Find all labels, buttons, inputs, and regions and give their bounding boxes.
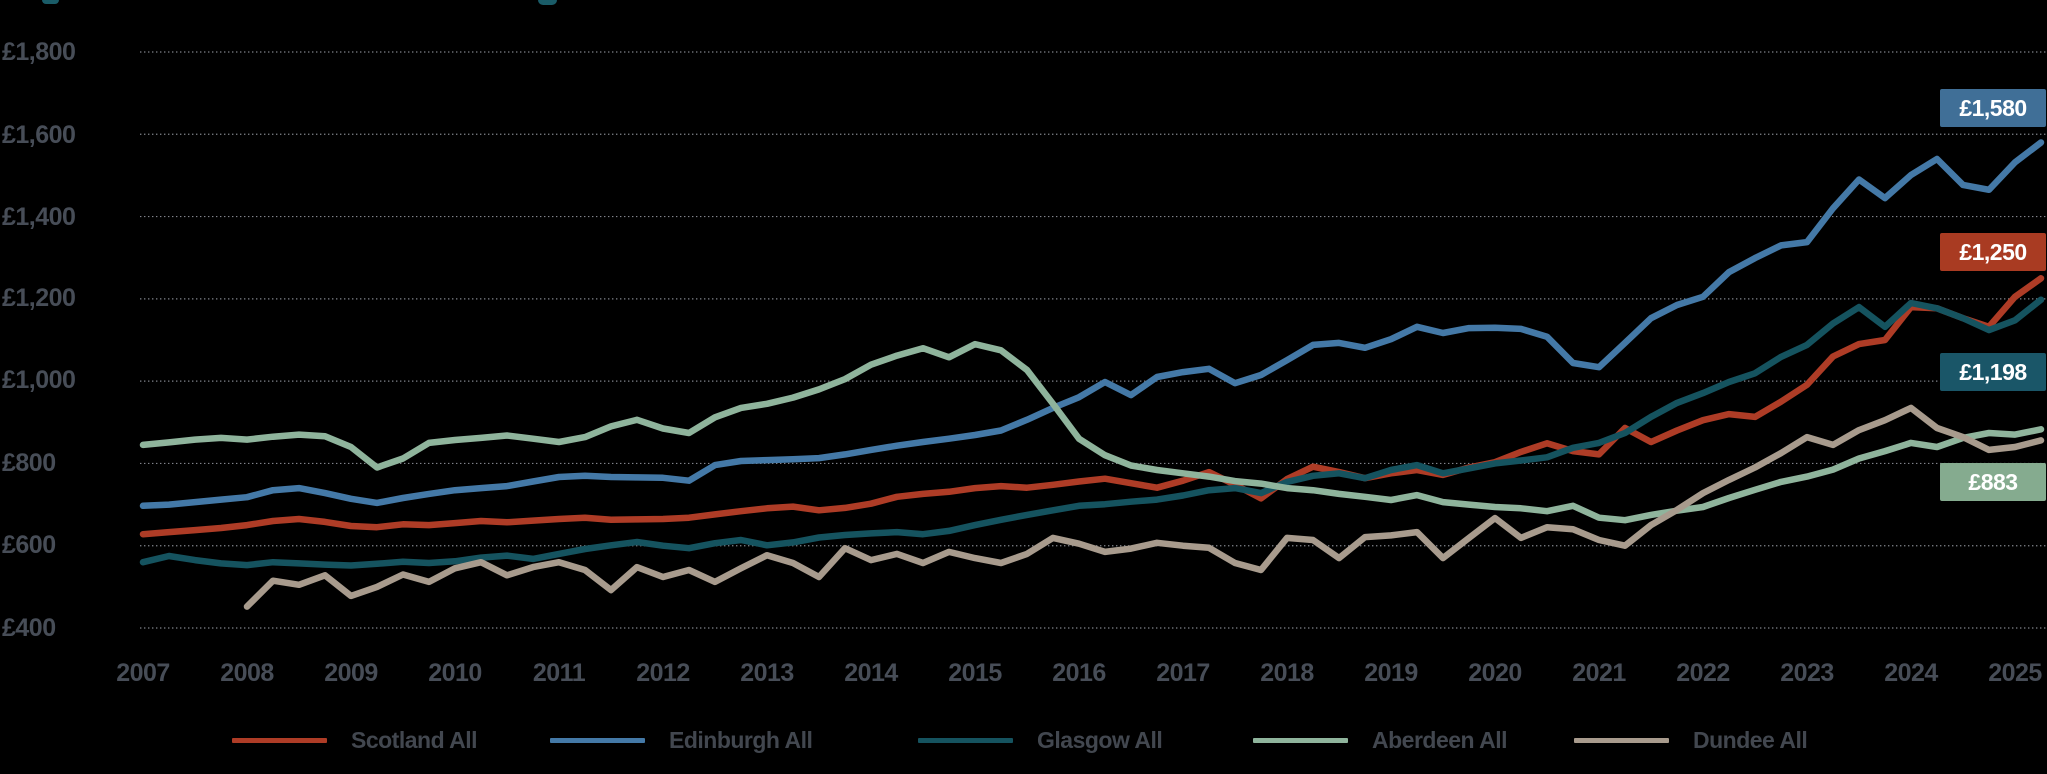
end-value-label-edinburgh: £1,580 [1940, 89, 2046, 127]
legend-label: Scotland All [351, 726, 478, 753]
aberdeen-line-swatch [1253, 737, 1348, 743]
x-tick-label: 2017 [1156, 659, 1210, 687]
legend-label: Edinburgh All [669, 726, 813, 753]
end-value-label-glasgow: £1,198 [1940, 353, 2046, 391]
x-tick-label: 2023 [1780, 659, 1834, 687]
x-tick-label: 2015 [948, 659, 1002, 687]
scotland-line-swatch [232, 737, 327, 743]
cropped-title-remnant [42, 0, 59, 4]
y-tick-label: £400 [2, 614, 56, 642]
end-value-label-scotland: £1,250 [1940, 233, 2046, 271]
x-tick-label: 2025 [1988, 659, 2042, 687]
x-tick-label: 2021 [1572, 659, 1626, 687]
cropped-title-remnant [538, 0, 557, 5]
x-tick-label: 2007 [116, 659, 170, 687]
legend-item-scotland-all: Scotland All [232, 726, 478, 753]
legend-item-glasgow-all: Glasgow All [918, 726, 1163, 753]
x-tick-label: 2009 [324, 659, 378, 687]
end-value-label-aberdeen: £883 [1940, 463, 2046, 501]
series-line-dundee-all [243, 404, 2045, 610]
legend-item-aberdeen-all: Aberdeen All [1253, 726, 1508, 753]
x-tick-label: 2020 [1468, 659, 1522, 687]
y-tick-label: £600 [2, 531, 56, 559]
x-tick-label: 2014 [844, 659, 898, 687]
x-tick-label: 2012 [636, 659, 690, 687]
glasgow-line-swatch [918, 737, 1013, 743]
series-line-glasgow-all [139, 296, 2045, 569]
y-tick-label: £1,400 [2, 203, 76, 231]
x-tick-label: 2018 [1260, 659, 1314, 687]
legend-item-dundee-all: Dundee All [1574, 726, 1808, 753]
x-tick-label: 2016 [1052, 659, 1106, 687]
x-tick-label: 2010 [428, 659, 482, 687]
legend-label: Dundee All [1693, 726, 1808, 753]
y-tick-label: £1,200 [2, 284, 76, 312]
x-tick-label: 2011 [532, 659, 586, 687]
series-line-scotland-all [139, 275, 2045, 538]
y-tick-label: £1,600 [2, 121, 76, 149]
legend-label: Aberdeen All [1372, 726, 1508, 753]
x-tick-label: 2024 [1884, 659, 1938, 687]
x-tick-label: 2022 [1676, 659, 1730, 687]
y-tick-label: £1,000 [2, 366, 76, 394]
legend-item-edinburgh-all: Edinburgh All [550, 726, 813, 753]
x-tick-label: 2013 [740, 659, 794, 687]
series-line-aberdeen-all [139, 340, 2045, 524]
y-tick-label: £800 [2, 449, 56, 477]
edinburgh-line-swatch [550, 737, 645, 743]
x-tick-label: 2008 [220, 659, 274, 687]
dundee-line-swatch [1574, 737, 1669, 743]
legend-label: Glasgow All [1037, 726, 1163, 753]
y-tick-label: £1,800 [2, 38, 76, 66]
series-line-edinburgh-all [139, 139, 2045, 510]
x-tick-label: 2019 [1364, 659, 1418, 687]
